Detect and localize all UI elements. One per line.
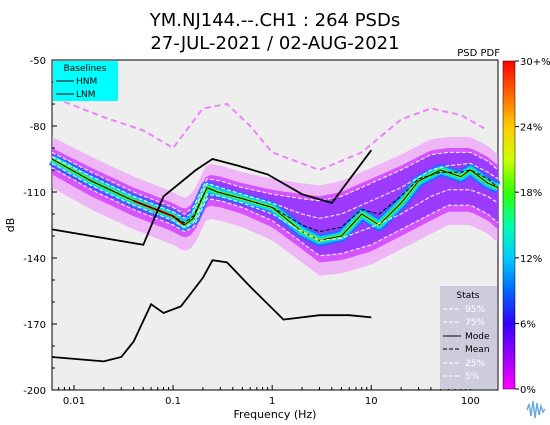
- pdf-outliers: [64, 100, 489, 172]
- percentile-curves: [51, 151, 499, 257]
- series-mean: [51, 158, 499, 233]
- colorbar-tick-label: 12%: [520, 254, 542, 265]
- legend-5-label: 5%: [465, 372, 480, 382]
- colorbar-tick-label: 30+%: [520, 57, 550, 68]
- colorbar-tick-label: 0%: [520, 385, 536, 396]
- y-tick-label: -140: [23, 254, 46, 265]
- colorbar-tick-label: 24%: [520, 123, 542, 134]
- psd-pdf-label: PSD PDF: [457, 48, 500, 59]
- chart-title-line1: YM.NJ144.--.CH1 : 264 PSDs: [149, 10, 400, 31]
- lnm-legend-label: LNM: [76, 90, 96, 100]
- x-axis-label: Frequency (Hz): [234, 408, 317, 421]
- y-tick-label: -200: [23, 386, 46, 397]
- axes: 0.01 0.1 1 10 100 -50 -80 -110 -140 -170 -200: [23, 56, 480, 407]
- x-tick-label: 0.01: [63, 396, 85, 407]
- colorbar-ticks: 30+% 24% 18% 12% 6% 0%: [515, 57, 550, 396]
- y-axis-label: dB: [4, 218, 17, 233]
- baselines-legend: Baselines HNM LNM: [53, 61, 118, 101]
- x-tick-label: 0.1: [165, 396, 181, 407]
- baselines-legend-title: Baselines: [64, 64, 107, 74]
- y-tick-label: -110: [23, 188, 46, 199]
- hnm-curve: [51, 149, 373, 246]
- lnm-curve: [51, 259, 372, 363]
- legend-25-label: 25%: [465, 359, 485, 369]
- colorbar-tick-label: 6%: [520, 319, 536, 330]
- legend-75-label: 75%: [465, 318, 485, 328]
- baseline-models: [51, 149, 373, 363]
- colorbar: [502, 60, 516, 390]
- legend-95-label: 95%: [465, 305, 485, 315]
- series-95pct: [51, 151, 499, 215]
- y-tick-label: -50: [30, 56, 46, 67]
- y-tick-label: -170: [23, 320, 46, 331]
- hnm-legend-label: HNM: [76, 77, 97, 87]
- series-5pct: [51, 167, 499, 257]
- stats-legend-title: Stats: [457, 291, 480, 301]
- x-tick-label: 1: [269, 396, 275, 407]
- series-75pct: [51, 156, 499, 219]
- legend-mode-label: Mode: [465, 332, 490, 342]
- x-tick-label: 10: [365, 396, 378, 407]
- colorbar-tick-label: 18%: [520, 188, 542, 199]
- chart-title-line2: 27-JUL-2021 / 02-AUG-2021: [150, 33, 399, 54]
- legend-mean-label: Mean: [465, 345, 490, 355]
- y-tick-label: -80: [30, 122, 46, 133]
- x-tick-label: 100: [461, 396, 480, 407]
- stats-legend-box: [440, 286, 497, 389]
- logo-icon: [525, 398, 547, 422]
- stats-legend: Stats 95% 75% Mode Mean 25% 5%: [440, 286, 497, 389]
